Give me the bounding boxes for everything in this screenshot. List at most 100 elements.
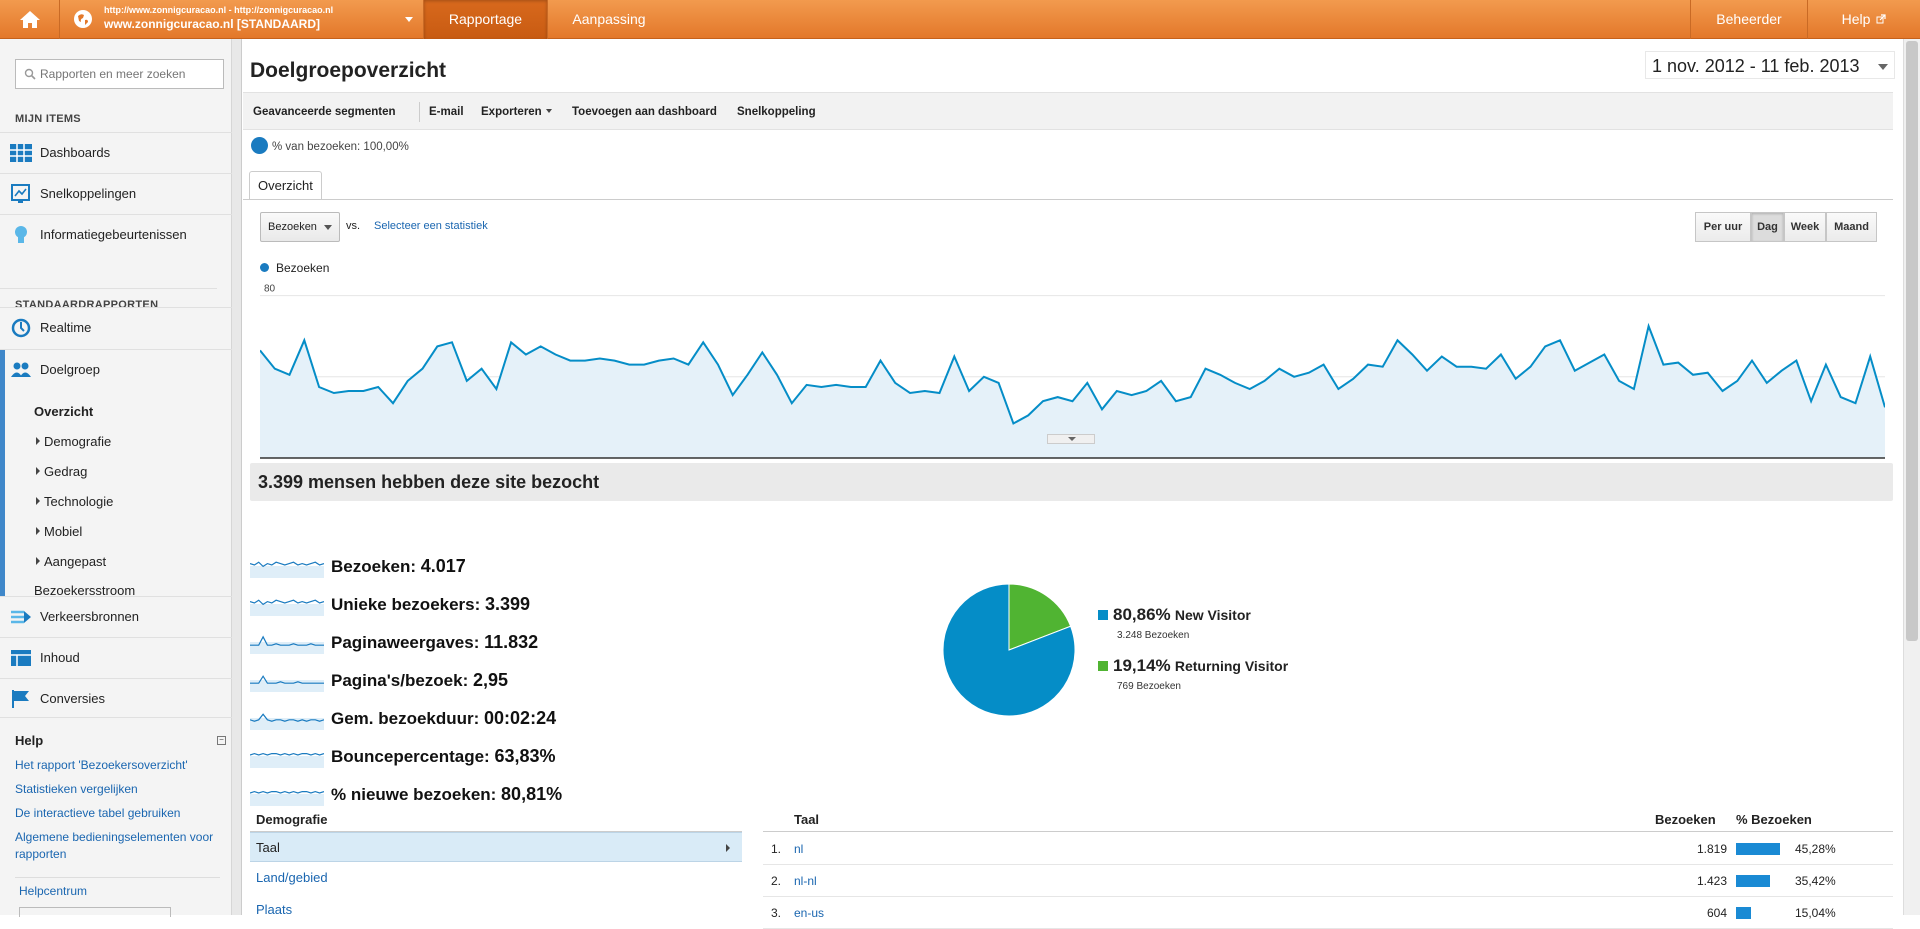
visits-pct: 35,42% <box>1795 874 1836 888</box>
expand-arrow-icon <box>36 557 40 565</box>
language-link[interactable]: nl <box>794 842 804 856</box>
account-selector[interactable]: http://www.zonnigcuracao.nl - http://zon… <box>60 0 424 39</box>
account-urls: http://www.zonnigcuracao.nl - http://zon… <box>104 5 334 15</box>
demografie-item-plaats[interactable]: Plaats <box>256 902 293 917</box>
sidebar-scrollbar[interactable] <box>232 39 242 915</box>
external-link-icon <box>1876 14 1886 24</box>
help-link-bezoekersoverzicht[interactable]: Het rapport 'Bezoekersoverzicht' <box>15 758 188 772</box>
granularity-maand[interactable]: Maand <box>1826 212 1877 242</box>
sidebar-item-label: Informatiegebeurtenissen <box>40 227 187 242</box>
help-link-bedieningselementen[interactable]: Algemene bedieningselementen voor rappor… <box>15 830 214 861</box>
col-pct-bezoeken: % Bezoeken <box>1736 812 1812 827</box>
help-title: Help <box>15 733 44 748</box>
advanced-segments-button[interactable]: Geavanceerde segmenten <box>253 106 396 118</box>
home-button[interactable] <box>0 0 60 39</box>
demografie-item-taal[interactable]: Taal <box>250 832 742 862</box>
nav-help[interactable]: Help <box>1808 0 1920 39</box>
language-link[interactable]: en-us <box>794 906 825 920</box>
sidebar-sub-gedrag[interactable]: Gedrag <box>36 464 87 479</box>
series-line <box>260 322 1885 425</box>
sidebar-item-realtime[interactable]: Realtime <box>0 307 232 347</box>
table-row: 3. en-us 604 15,04% <box>763 897 1893 929</box>
email-button[interactable]: E-mail <box>429 106 464 118</box>
sidebar-sub-label: Mobiel <box>44 524 83 539</box>
shortcut-icon <box>11 184 30 203</box>
chart-collapse-handle[interactable] <box>1047 434 1095 444</box>
expand-arrow-icon <box>36 527 40 535</box>
pie-sub-new: 3.248 Bezoeken <box>1117 630 1190 641</box>
demografie-item-land[interactable]: Land/gebied <box>256 870 328 885</box>
sidebar-sub-demografie[interactable]: Demografie <box>36 434 111 449</box>
language-link[interactable]: nl-nl <box>794 874 817 888</box>
metric-name: Pagina's/bezoek: <box>331 671 473 690</box>
pie-slice[interactable] <box>1008 583 1072 651</box>
sparkline <box>250 752 324 768</box>
row-number: 2. <box>771 874 782 888</box>
search-icon <box>24 68 36 80</box>
sidebar-item-dashboards[interactable]: Dashboards <box>0 132 232 172</box>
granularity-week[interactable]: Week <box>1784 212 1826 242</box>
metric-row[interactable]: Gem. bezoekduur: 00:02:24 <box>250 704 750 732</box>
sidebar-sub-technologie[interactable]: Technologie <box>36 494 113 509</box>
metric-name: % nieuwe bezoeken: <box>331 785 502 804</box>
metric-row[interactable]: Pagina's/bezoek: 2,95 <box>250 666 750 694</box>
visits-value: 1.423 <box>1696 874 1727 888</box>
demografie-label: Taal <box>256 840 280 855</box>
scrollbar-thumb[interactable] <box>1906 41 1918 641</box>
collapse-icon[interactable]: − <box>217 736 226 745</box>
date-range-label: 1 nov. 2012 - 11 feb. 2013 <box>1652 56 1860 76</box>
sidebar-item-label: Inhoud <box>40 650 80 665</box>
metric-row[interactable]: Bezoeken: 4.017 <box>250 552 750 580</box>
metric-label: % nieuwe bezoeken: 80,81% <box>331 784 562 805</box>
demografie-header: Demografie <box>250 808 742 832</box>
select-statistic-link[interactable]: Selecteer een statistiek <box>374 220 488 232</box>
shortcut-button[interactable]: Snelkoppeling <box>737 106 816 118</box>
granularity-dag[interactable]: Dag <box>1751 212 1784 242</box>
metric-row[interactable]: Unieke bezoekers: 3.399 <box>250 590 750 618</box>
chart-legend: Bezoeken <box>260 261 329 275</box>
add-to-dashboard-button[interactable]: Toevoegen aan dashboard <box>572 106 717 118</box>
nav-beheerder[interactable]: Beheerder <box>1690 0 1808 39</box>
col-taal: Taal <box>794 812 820 827</box>
sidebar-item-inhoud[interactable]: Inhoud <box>0 637 232 677</box>
sidebar-sub-overzicht[interactable]: Overzicht <box>34 404 94 419</box>
visits-chart[interactable]: 8040december 2012januari 2013februari 20… <box>260 277 1885 477</box>
share-bar <box>1736 843 1780 855</box>
help-label: Help <box>1841 11 1871 27</box>
granularity-per-uur[interactable]: Per uur <box>1695 212 1751 242</box>
sidebar-item-snelkoppelingen[interactable]: Snelkoppelingen <box>0 173 232 213</box>
home-icon <box>20 11 40 28</box>
report-search[interactable] <box>15 59 224 89</box>
metric-value: 11.832 <box>484 632 539 652</box>
date-range-picker[interactable]: 1 nov. 2012 - 11 feb. 2013 <box>1645 51 1895 79</box>
sidebar-item-verkeersbronnen[interactable]: Verkeersbronnen <box>0 596 232 636</box>
help-link-helpcentrum[interactable]: Helpcentrum <box>19 884 88 898</box>
metric-row[interactable]: Bouncepercentage: 63,83% <box>250 742 750 770</box>
page-scrollbar[interactable] <box>1903 39 1920 915</box>
divider <box>243 199 1893 200</box>
metric-select[interactable]: Bezoeken <box>260 212 340 242</box>
chevron-down-icon <box>545 109 552 113</box>
visitor-type-pie[interactable] <box>939 580 1079 720</box>
sidebar-sub-aangepast[interactable]: Aangepast <box>36 554 106 569</box>
sidebar-item-conversies[interactable]: Conversies <box>0 678 232 718</box>
sidebar-item-informatiegebeurtenissen[interactable]: Informatiegebeurtenissen <box>0 214 232 254</box>
sidebar-sub-mobiel[interactable]: Mobiel <box>36 524 82 539</box>
sidebar-item-label: Conversies <box>40 691 106 706</box>
pie-pct: 19,14% <box>1113 656 1171 675</box>
chevron-down-icon <box>405 17 413 22</box>
export-button[interactable]: Exporteren <box>481 93 552 131</box>
help-link-interactieve-tabel[interactable]: De interactieve tabel gebruiken <box>15 806 181 820</box>
sidebar-item-doelgroep[interactable]: Doelgroep <box>0 349 232 389</box>
pie-slice[interactable] <box>942 583 1076 717</box>
sidebar-sub-bezoekersstroom[interactable]: Bezoekersstroom <box>34 583 136 598</box>
metric-row[interactable]: % nieuwe bezoeken: 80,81% <box>250 780 750 808</box>
help-search-box[interactable] <box>19 907 171 917</box>
search-input[interactable] <box>16 60 223 88</box>
metric-row[interactable]: Paginaweergaves: 11.832 <box>250 628 750 656</box>
help-link-statistieken[interactable]: Statistieken vergelijken <box>15 782 138 796</box>
nav-aanpassing[interactable]: Aanpassing <box>572 11 646 27</box>
nav-rapportage[interactable]: Rapportage <box>424 0 548 39</box>
tab-overzicht[interactable]: Overzicht <box>249 171 322 200</box>
realtime-icon <box>11 318 31 338</box>
